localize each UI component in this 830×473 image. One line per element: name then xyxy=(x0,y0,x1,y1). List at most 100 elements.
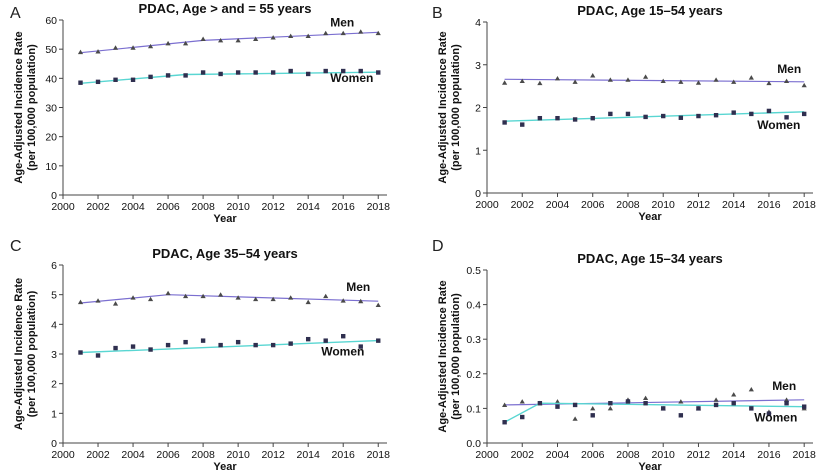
chart-b-women-point xyxy=(572,117,578,122)
chart-b-title: PDAC, Age 15–54 years xyxy=(577,3,723,18)
chart-c-women-point xyxy=(376,338,381,343)
chart-d-women-point xyxy=(608,401,613,406)
chart-c-y-tick-label: 0 xyxy=(51,438,57,450)
chart-b-women-point xyxy=(713,112,719,118)
chart-a-women-point xyxy=(253,70,258,75)
chart-a-y-tick-label: 10 xyxy=(45,161,57,173)
chart-b-x-tick-label: 2004 xyxy=(546,199,570,211)
chart-c-men-point xyxy=(95,298,101,303)
chart-c-men-point xyxy=(77,299,84,305)
chart-b-y-tick-label: 2 xyxy=(475,103,481,115)
chart-a-women-point xyxy=(305,71,311,77)
chart-c-women-trend-line xyxy=(80,339,379,354)
chart-c-men-point xyxy=(182,293,189,299)
chart-a-y-axis-title: (per 100,000 population) xyxy=(26,44,38,171)
chart-b-women-point xyxy=(555,115,560,121)
chart-c-y-tick-label: 5 xyxy=(51,290,57,302)
chart-d-men-point xyxy=(554,399,561,404)
chart-a-men-point xyxy=(130,45,136,50)
chart-b-women-point xyxy=(784,115,789,120)
chart-d-y-axis-title: Age-Adjusted Incidence Rate xyxy=(437,280,449,432)
chart-b-x-tick-label: 2014 xyxy=(722,199,746,211)
chart-a-women-point xyxy=(148,74,153,80)
chart-a-men-point xyxy=(235,38,241,43)
chart-c-men-point xyxy=(305,299,311,305)
chart-b-women-point xyxy=(661,113,666,119)
chart-a-women-label: Women xyxy=(330,71,373,85)
chart-a-y-tick-label: 50 xyxy=(45,44,57,56)
chart-d-x-tick-label: 2006 xyxy=(581,449,605,461)
chart-d-women-point xyxy=(661,406,666,411)
chart-c-y-axis-title: Age-Adjusted Incidence Rate xyxy=(13,278,25,430)
chart-a-women-point xyxy=(200,70,206,75)
chart-b-men-point xyxy=(519,78,525,83)
chart-d-y-tick-label: 0.0 xyxy=(466,438,481,450)
chart-c-men-point xyxy=(218,292,224,297)
chart-d-x-tick-label: 2000 xyxy=(475,449,499,461)
chart-a-y-tick-label: 30 xyxy=(45,103,57,115)
chart-a-title: PDAC, Age > and = 55 years xyxy=(139,1,312,16)
chart-c-women-label: Women xyxy=(321,345,364,359)
chart-b-women-label: Women xyxy=(757,118,800,132)
chart-d-women-point xyxy=(678,413,684,418)
chart-a-x-tick-label: 2010 xyxy=(226,201,250,213)
chart-a-y-tick-label: 20 xyxy=(45,132,57,144)
chart-a-women-point xyxy=(288,68,293,74)
chart-c-men-point xyxy=(253,296,259,302)
chart-d-women-point xyxy=(537,401,543,406)
chart-b-women-point xyxy=(590,115,595,121)
chart-c-men-trend-line xyxy=(80,294,379,304)
chart-c-women-point xyxy=(253,342,258,348)
chart-d-y-tick-label: 0.5 xyxy=(466,265,481,277)
chart-d-y-tick-label: 0.1 xyxy=(466,403,481,415)
chart-d-y-tick-label: 0.2 xyxy=(466,369,481,381)
chart-a-men-point xyxy=(323,30,329,36)
chart-d-women-point xyxy=(801,404,807,409)
chart-a-men-point xyxy=(182,40,189,46)
chart-a-men-point xyxy=(270,35,276,40)
chart-a-men-point xyxy=(305,33,311,39)
chart-d-men-point xyxy=(731,392,737,397)
chart-a-women-point xyxy=(270,70,276,75)
chart-b-men-point xyxy=(554,76,561,81)
chart-d-women-point xyxy=(555,404,560,409)
chart-c-men-point xyxy=(235,295,241,300)
chart-b-x-tick-label: 2006 xyxy=(581,199,605,211)
chart-b-women-point xyxy=(696,113,701,119)
chart-c-x-tick-label: 2004 xyxy=(121,449,145,461)
chart-c-men-point xyxy=(358,298,364,304)
chart-a-women-point xyxy=(235,70,241,75)
chart-a-men-point xyxy=(200,36,206,41)
chart-c-men-point xyxy=(340,298,346,303)
chart-c-y-tick-label: 4 xyxy=(51,319,57,331)
chart-c-x-tick-label: 2000 xyxy=(51,449,75,461)
chart-c-x-tick-label: 2006 xyxy=(156,449,180,461)
chart-d-men-label: Men xyxy=(772,379,796,393)
chart-a-women-point xyxy=(218,71,223,77)
chart-d-men-point xyxy=(678,399,684,404)
chart-c-men-point xyxy=(270,296,276,302)
chart-a-x-tick-label: 2006 xyxy=(156,201,180,213)
chart-a-x-tick-label: 2002 xyxy=(86,201,110,213)
chart-a-y-tick-label: 60 xyxy=(45,15,57,27)
chart-c-title: PDAC, Age 35–54 years xyxy=(152,246,298,261)
chart-b-men-point xyxy=(731,79,737,84)
chart-a-x-tick-label: 2016 xyxy=(332,201,356,213)
chart-a-women-point xyxy=(323,68,328,74)
chart-a-x-tick-label: 2014 xyxy=(297,201,321,213)
chart-d-women-point xyxy=(572,402,578,408)
chart-d-y-tick-label: 0.3 xyxy=(466,334,481,346)
chart-b-y-tick-label: 3 xyxy=(475,60,481,72)
chart-b-panel-letter: B xyxy=(432,5,443,22)
chart-b-women-point xyxy=(678,115,684,120)
chart-a-men-point xyxy=(147,43,154,49)
chart-b-x-tick-label: 2010 xyxy=(652,199,676,211)
chart-a-x-tick-label: 2004 xyxy=(121,201,145,213)
chart-a-men-point xyxy=(77,49,84,55)
chart-b-men-point xyxy=(678,79,684,84)
chart-d-x-tick-label: 2008 xyxy=(616,449,640,461)
chart-a-men-point xyxy=(165,40,171,46)
chart-d-men-point xyxy=(783,397,790,402)
chart-d-women-point xyxy=(502,420,507,425)
chart-b-women-point xyxy=(749,111,754,117)
